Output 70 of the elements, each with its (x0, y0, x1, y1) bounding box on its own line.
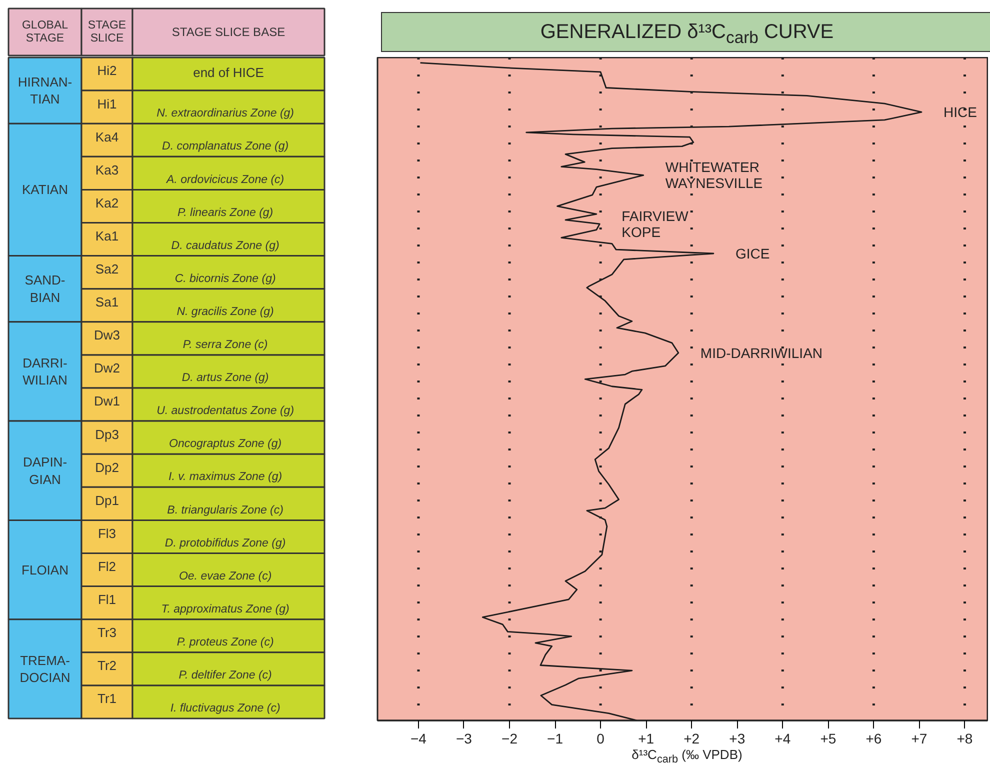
category-label: Ka1 (95, 228, 119, 244)
category-label: P. linearis Zone (g) (177, 206, 274, 219)
x-tick-label: +6 (866, 730, 882, 746)
category-label: P. proteus Zone (c) (176, 636, 274, 648)
category-label: D. protobifidus Zone (g) (164, 537, 286, 550)
x-tick-label: +3 (729, 730, 746, 746)
category-label: Ka4 (95, 129, 119, 144)
text: SAND- BIAN (24, 272, 66, 305)
category-label: N. gracilis Zone (g) (176, 306, 274, 318)
annotation: HICE (943, 104, 977, 120)
category-label: Dw2 (94, 360, 120, 376)
x-tick-label: −4 (410, 730, 427, 746)
text: KATIAN (22, 182, 68, 198)
category-label: Dw1 (94, 394, 120, 409)
category-label: A. ordovicicus Zone (c) (166, 174, 284, 186)
category-label: GLOBAL STAGE (22, 19, 69, 45)
category-label: Dp3 (95, 426, 119, 442)
text: HIRNAN- TIAN (18, 74, 72, 107)
text: TREMA- DOCIAN (20, 652, 70, 686)
annotation: MID-DARRIWILIAN (700, 344, 823, 361)
annotation: FAIRVIEW KOPE (622, 208, 690, 240)
annotation: GICE (735, 246, 770, 262)
category-label: D. artus Zone (g) (182, 372, 269, 384)
category-label: P. serra Zone (c) (182, 339, 268, 352)
category-label: Dp2 (95, 460, 119, 475)
category-label: STAGE SLICE BASE (172, 25, 286, 39)
x-tick-label: −3 (456, 730, 472, 746)
category-label: D. complanatus Zone (g) (162, 140, 289, 153)
x-tick-label: +1 (638, 730, 654, 746)
category-label: Sa1 (95, 294, 119, 310)
category-label: Tr3 (97, 625, 117, 640)
category-label: D. caudatus Zone (g) (171, 240, 280, 252)
category-label: N. extraordinarius Zone (g) (156, 108, 294, 120)
category-label: U. austrodentatus Zone (g) (156, 405, 294, 418)
category-label: Fl2 (98, 558, 116, 574)
category-label: B. triangularis Zone (c) (167, 504, 284, 516)
category-label: I. v. maximus Zone (g) (168, 471, 282, 484)
category-label: P. deltifer Zone (c) (178, 670, 272, 682)
x-tick-label: +7 (911, 730, 928, 746)
category-label: Fl3 (98, 526, 116, 541)
x-tick-label: 0 (596, 730, 605, 746)
category-label: Hi2 (97, 63, 117, 78)
category-label: Fl1 (98, 592, 116, 608)
category-label: Tr2 (97, 658, 117, 674)
category-label: Sa2 (95, 262, 119, 277)
text: FLOIAN (22, 562, 68, 578)
category-label: end of HICE (193, 64, 264, 80)
x-tick-label: −1 (547, 730, 564, 746)
x-tick-label: +8 (956, 730, 973, 746)
category-label: Oncograptus Zone (g) (169, 438, 282, 450)
category-label: Ka2 (95, 195, 119, 210)
category-label: Ka3 (95, 162, 119, 178)
x-tick-label: −2 (502, 730, 518, 746)
category-label: T. approximatus Zone (g) (161, 603, 290, 616)
chart-title: GENERALIZED δ¹³C$_{carb}$ CURVE (540, 20, 834, 49)
category-label: Tr1 (97, 691, 117, 706)
x-tick-label: +5 (820, 730, 836, 746)
x-tick-label: +4 (774, 730, 791, 746)
category-label: Dw3 (94, 328, 120, 343)
x-tick-label: +2 (684, 730, 700, 746)
text: DARRI- WILIAN (22, 355, 68, 388)
category-label: I. fluctivagus Zone (c) (170, 702, 280, 715)
category-label: STAGE SLICE (88, 19, 126, 45)
annotation: WHITEWATER WAYNESVILLE (665, 159, 763, 192)
category-label: Oe. evae Zone (c) (178, 570, 272, 582)
category-label: C. bicornis Zone (g) (174, 272, 276, 285)
x-axis-title: δ¹³C$_{carb}$ (‰ VPDB) (632, 746, 742, 768)
category-label: Dp1 (95, 492, 119, 508)
text: DAPIN- GIAN (22, 454, 68, 487)
category-label: Hi1 (97, 96, 117, 112)
